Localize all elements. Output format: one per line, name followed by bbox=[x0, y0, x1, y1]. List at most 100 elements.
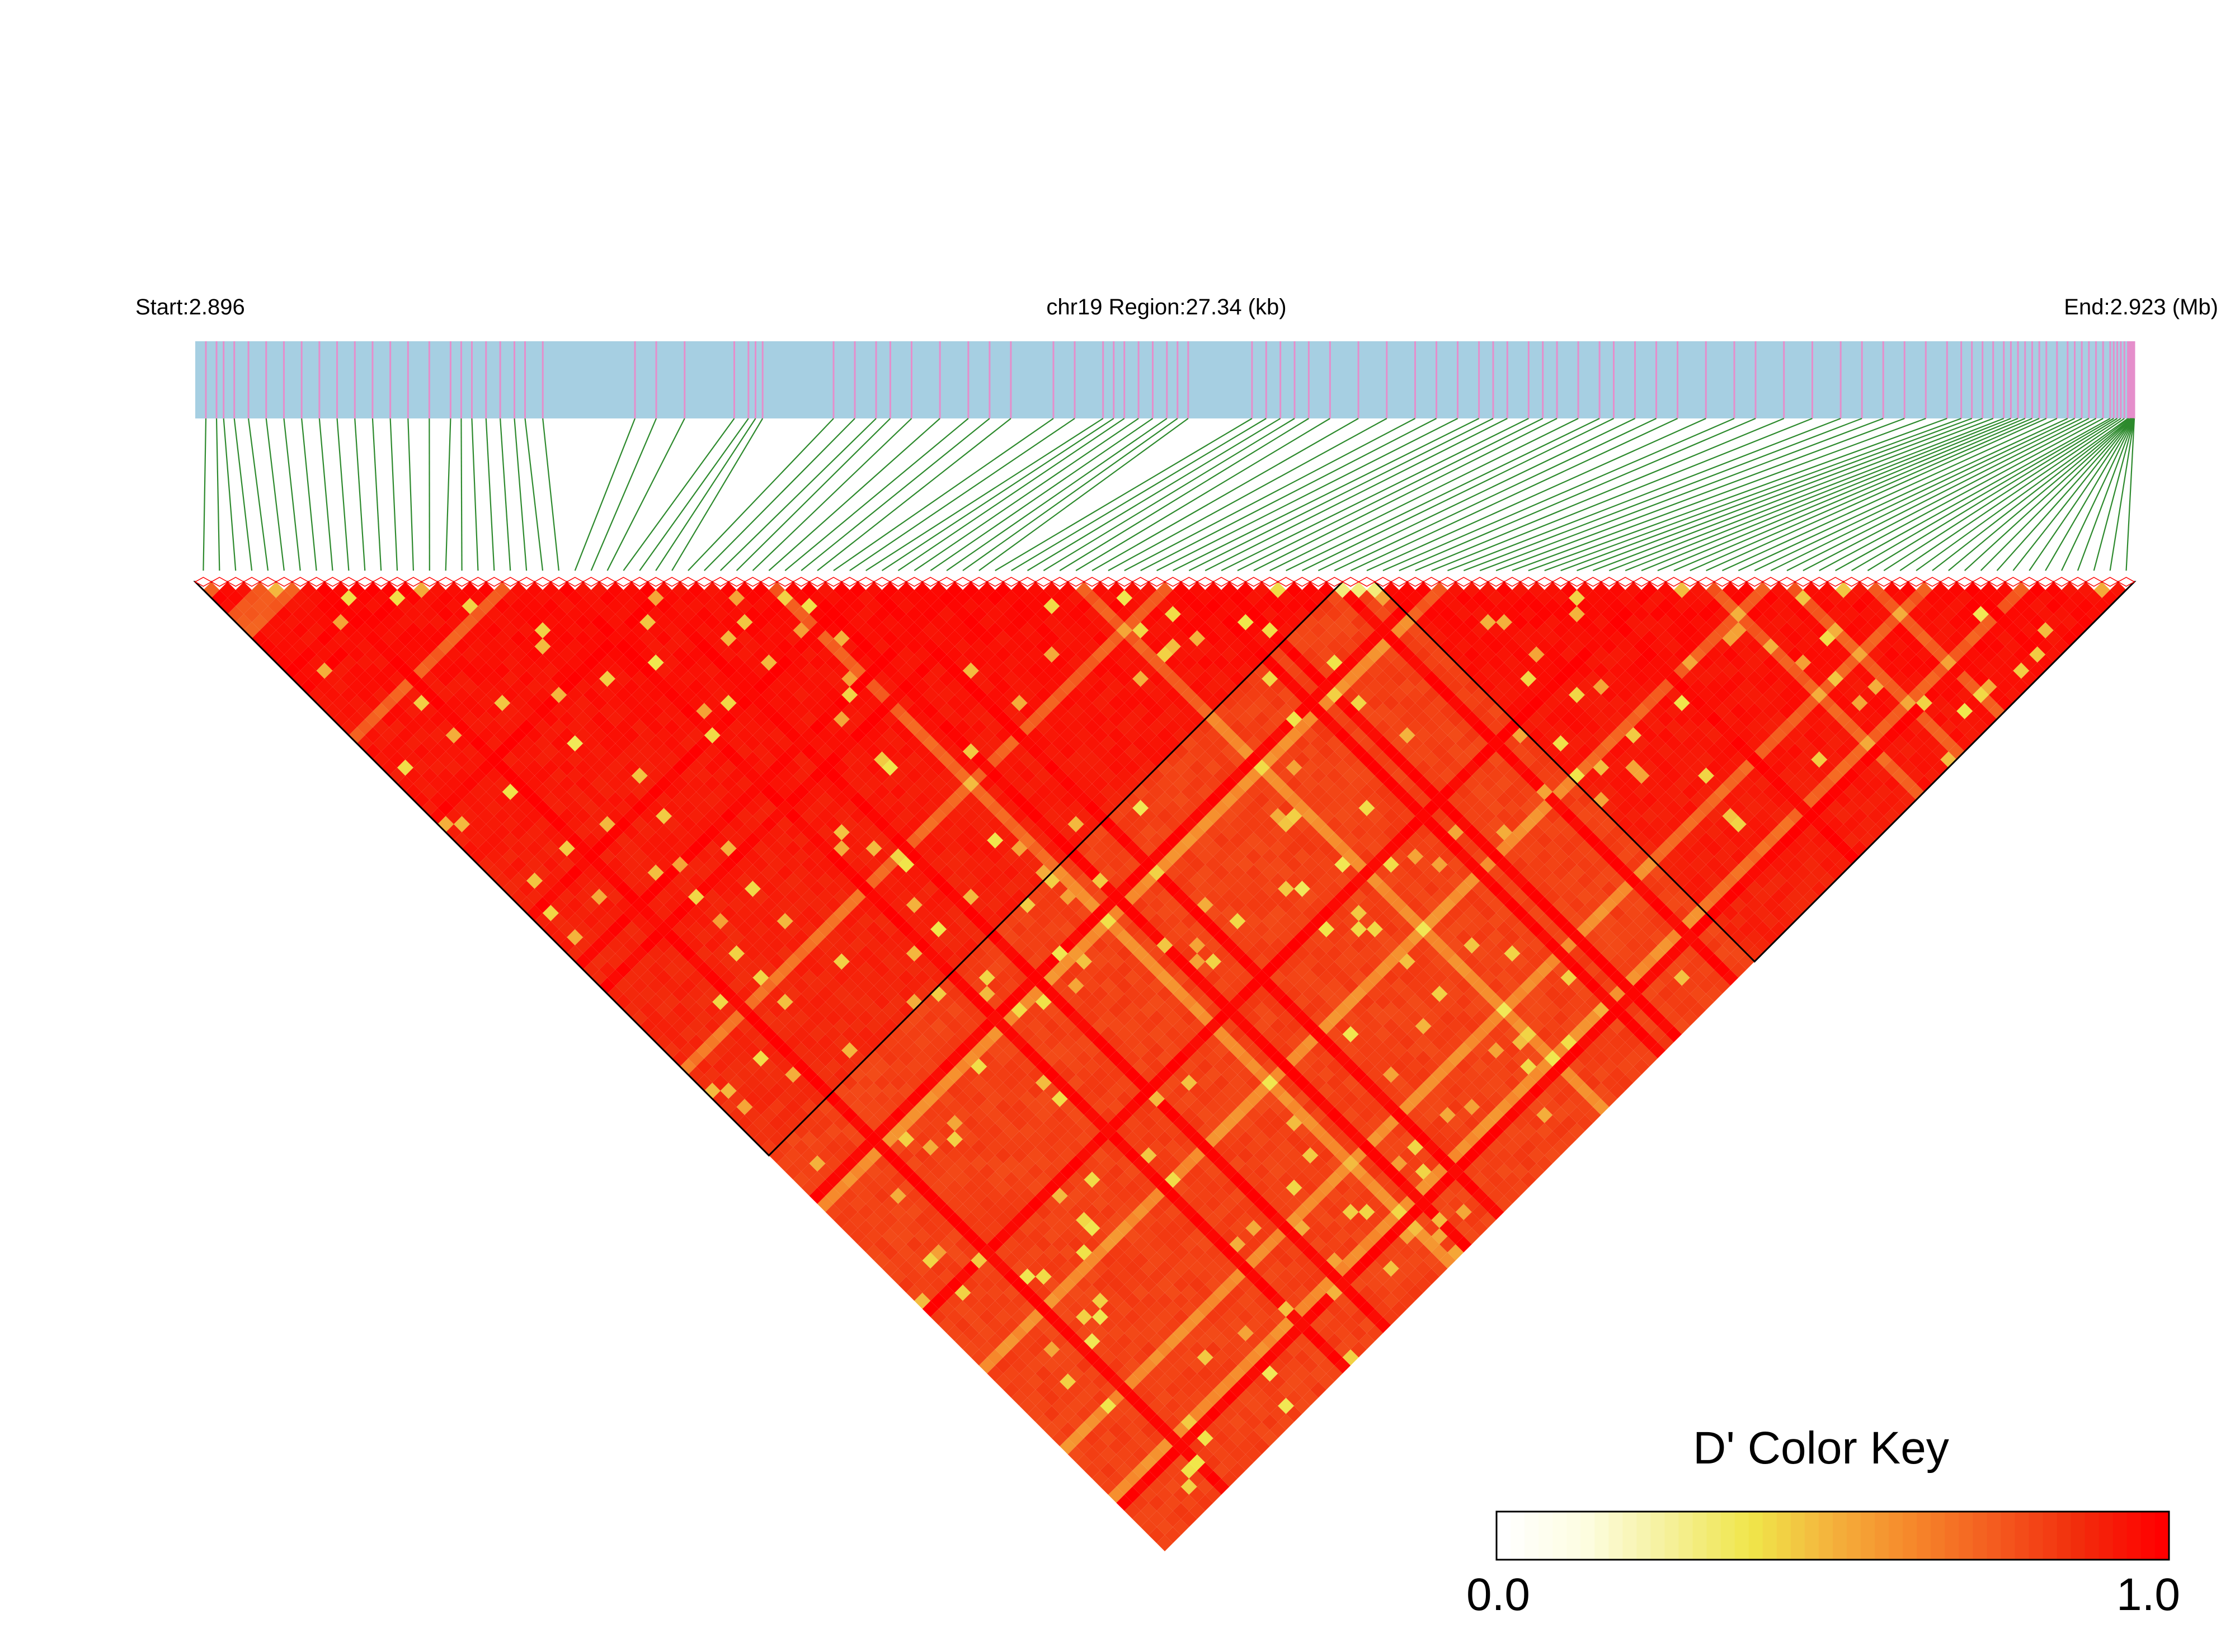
ld-cell bbox=[1003, 1268, 1020, 1285]
ld-cell bbox=[437, 686, 454, 703]
ld-cell bbox=[680, 848, 697, 865]
ld-cell bbox=[1019, 1204, 1036, 1220]
ld-cell bbox=[938, 1268, 955, 1285]
ld-cell bbox=[736, 1034, 753, 1051]
ld-cell bbox=[462, 792, 478, 808]
ld-cell bbox=[647, 1010, 664, 1027]
ld-cell bbox=[849, 1099, 866, 1116]
ld-cell bbox=[849, 1228, 866, 1245]
ld-cell bbox=[712, 961, 729, 978]
ld-cell bbox=[219, 582, 236, 598]
snp-connector bbox=[1916, 418, 2129, 571]
ld-cell bbox=[405, 751, 422, 768]
ld-cell bbox=[882, 1163, 898, 1180]
ld-cell bbox=[696, 897, 713, 914]
ld-cell bbox=[647, 799, 664, 816]
ld-cell bbox=[680, 977, 697, 994]
ld-cell bbox=[381, 662, 398, 679]
ld-cell bbox=[607, 792, 624, 808]
ld-cell bbox=[898, 1099, 915, 1116]
ld-cell bbox=[332, 646, 349, 663]
snp-connector bbox=[471, 418, 479, 571]
ld-cell bbox=[752, 1115, 769, 1132]
ld-cell bbox=[1180, 1397, 1197, 1414]
ld-cell bbox=[639, 792, 656, 808]
ld-cell bbox=[995, 1276, 1011, 1293]
ld-cell bbox=[752, 1131, 769, 1147]
ld-cell bbox=[373, 719, 389, 736]
ld-cell bbox=[1067, 1268, 1084, 1285]
ld-cell bbox=[558, 759, 575, 776]
snp-connector bbox=[1350, 418, 1678, 571]
ld-cell bbox=[777, 1074, 793, 1091]
ld-cell bbox=[1035, 1365, 1052, 1382]
ld-cell bbox=[486, 686, 502, 703]
ld-cell bbox=[591, 824, 608, 841]
ld-cell bbox=[1269, 1422, 1286, 1438]
ld-cell bbox=[1067, 1414, 1084, 1430]
ld-cell bbox=[486, 654, 502, 671]
ld-cell bbox=[954, 1155, 971, 1172]
ld-cell bbox=[429, 727, 446, 743]
ld-cell bbox=[486, 751, 502, 768]
ld-cell bbox=[696, 913, 713, 929]
ld-cell bbox=[728, 881, 745, 897]
ld-cell bbox=[518, 768, 535, 784]
ld-cell bbox=[623, 953, 640, 970]
ld-cell bbox=[558, 743, 575, 760]
ld-cell bbox=[1003, 1381, 1020, 1398]
ld-cell bbox=[1165, 1527, 1181, 1543]
ld-cell bbox=[922, 1220, 939, 1236]
ld-cell bbox=[777, 1026, 793, 1043]
ld-cell bbox=[381, 646, 398, 663]
ld-cell bbox=[1003, 1252, 1020, 1269]
snp-connector bbox=[1835, 418, 2111, 571]
ld-cell bbox=[1180, 1510, 1197, 1527]
ld-cell bbox=[607, 759, 624, 776]
ld-cell bbox=[1173, 1406, 1189, 1422]
ld-cell bbox=[478, 614, 495, 630]
ld-cell bbox=[987, 1188, 1004, 1204]
ld-cell bbox=[825, 977, 842, 994]
ld-cell bbox=[987, 1349, 1004, 1366]
ld-cell bbox=[712, 1074, 729, 1091]
ld-cell bbox=[656, 840, 672, 857]
snp-connector bbox=[688, 418, 834, 571]
ld-cell bbox=[284, 597, 300, 614]
ld-cell bbox=[1027, 1179, 1044, 1196]
ld-cell bbox=[429, 775, 446, 792]
ld-cell bbox=[421, 799, 438, 816]
ld-cell bbox=[865, 1099, 882, 1116]
ld-cell bbox=[1092, 1422, 1108, 1438]
ld-cell bbox=[664, 1042, 680, 1059]
ld-cell bbox=[728, 929, 745, 945]
snp-connector bbox=[247, 418, 269, 571]
ld-cell bbox=[882, 1196, 898, 1212]
ld-cell bbox=[720, 888, 737, 905]
ld-cell bbox=[1189, 1438, 1206, 1455]
ld-cell bbox=[276, 638, 293, 655]
ld-cell bbox=[898, 1196, 915, 1212]
ld-cell bbox=[922, 1155, 939, 1172]
ld-cell bbox=[397, 582, 413, 598]
ld-cell bbox=[1197, 1494, 1213, 1511]
ld-cell bbox=[599, 945, 615, 962]
ld-cell bbox=[1027, 1373, 1044, 1390]
ld-cell bbox=[462, 743, 478, 760]
ld-cell bbox=[324, 606, 341, 623]
ld-cell bbox=[1076, 1292, 1093, 1309]
ld-cell bbox=[1060, 1325, 1076, 1342]
snp-connector bbox=[639, 418, 749, 571]
ld-cell bbox=[938, 1123, 955, 1140]
ld-cell bbox=[898, 1179, 915, 1196]
ld-cell bbox=[470, 816, 486, 832]
ld-cell bbox=[389, 606, 406, 623]
ld-cell bbox=[1076, 1260, 1093, 1277]
ld-cell bbox=[413, 792, 430, 808]
ld-cell bbox=[486, 799, 502, 816]
ld-cell bbox=[930, 1292, 947, 1309]
ld-cell bbox=[865, 1050, 882, 1067]
ld-cell bbox=[849, 1131, 866, 1147]
ld-cell bbox=[252, 614, 268, 630]
ld-cell bbox=[1132, 1414, 1149, 1430]
